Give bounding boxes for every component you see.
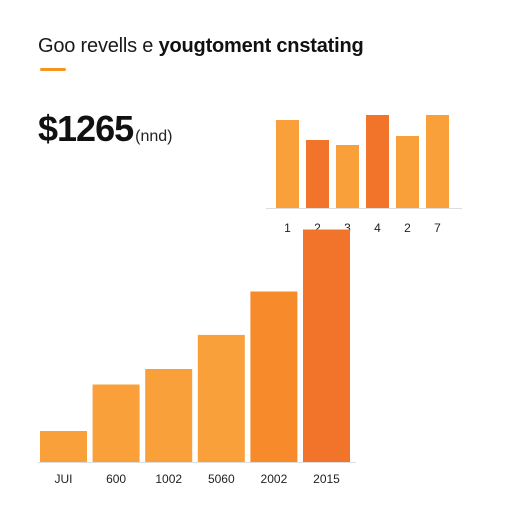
large-x-tick-label: 2015 [313,472,340,486]
large-x-tick-label: 600 [106,472,126,486]
large-bar [92,384,140,462]
small-bar [396,136,419,208]
small-x-tick-label: 2 [314,221,321,235]
chart-title-bold: yougtoment cnstating [158,35,364,57]
chart-title: Goo revells e yougtoment cnstating [38,34,364,58]
small-x-tick-label: 1 [284,221,291,235]
large-x-tick-label: 1002 [155,472,182,486]
large-bar [250,291,298,462]
large-bar [145,369,193,462]
large-bar [197,334,245,462]
large-bar [303,229,350,462]
large-bar-chart: JUI 600 1002 5060 2002 2015 [38,229,356,486]
small-bar-chart: 1 2 3 4 2 7 [266,115,462,235]
kpi-amount: $1265 [38,108,134,149]
small-bar [276,120,299,208]
small-x-tick-label: 4 [374,221,381,235]
large-x-tick-label: 2002 [261,472,288,486]
small-x-tick-label: 7 [434,221,441,235]
small-x-tick-label: 2 [404,221,411,235]
title-accent-line [40,68,66,71]
large-x-tick-label: JUI [55,472,73,486]
kpi-total: $1265 (nnd) [38,108,172,150]
large-bar [40,431,87,462]
chart-title-lead: Goo revells e [38,35,159,57]
small-bar [426,115,449,208]
small-x-tick-label: 3 [344,221,351,235]
small-bar [306,140,329,208]
kpi-unit: (nnd) [135,128,173,145]
large-x-tick-label: 5060 [208,472,235,486]
small-bar [336,145,359,208]
small-bar [366,115,389,208]
